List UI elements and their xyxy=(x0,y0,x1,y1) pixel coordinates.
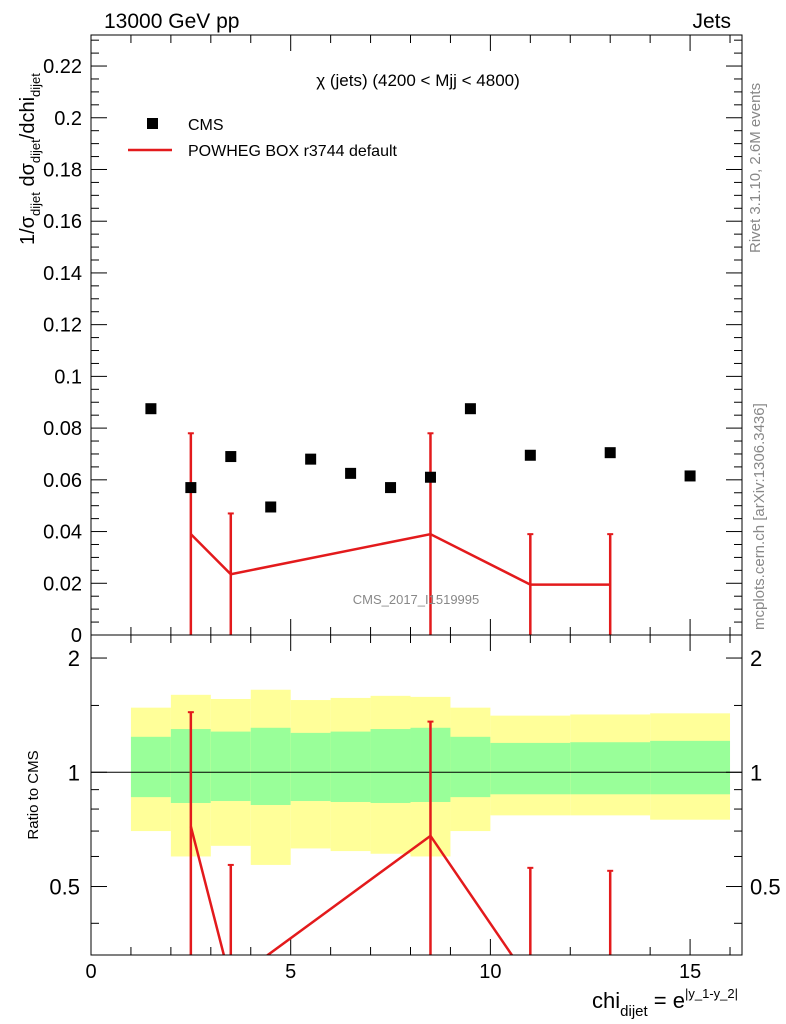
main-y-tick-label: 0.04 xyxy=(43,522,82,544)
x-tick-label: 5 xyxy=(285,961,296,983)
cms-data-point xyxy=(305,453,317,465)
cms-data-point xyxy=(524,449,536,461)
ratio-y-axis-label: Ratio to CMS xyxy=(25,750,42,839)
x-tick-label: 15 xyxy=(679,961,701,983)
main-y-tick-label: 0 xyxy=(71,625,82,647)
main-panel: 0 0.02 0.04 0.06 0.08 0.1 0.12 0.14 0.16 0.18 0.2 0… xyxy=(43,35,742,647)
x-axis-label: chidijet = e|y_1-y_2| xyxy=(592,986,738,1020)
ratio-panel: 0 5 10 15 0.5 0.5 1 1 2 2 xyxy=(49,635,781,983)
cms-data-point xyxy=(424,471,436,483)
ratio-y-tick-label-left: 1 xyxy=(68,760,80,785)
ratio-band-inner xyxy=(570,742,651,795)
main-y-tick-label: 0.18 xyxy=(43,159,82,181)
main-y-tick-label: 0.02 xyxy=(43,573,82,595)
ratio-band-inner xyxy=(290,732,331,802)
ratio-band-inner xyxy=(450,736,491,798)
cms-data-point xyxy=(385,482,397,494)
main-y-tick-label: 0.08 xyxy=(43,418,82,440)
main-y-tick-label: 0.1 xyxy=(54,366,82,388)
ratio-y-tick-label-left: 0.5 xyxy=(49,875,80,900)
cms-data-point xyxy=(225,451,237,463)
main-y-tick-label: 0.2 xyxy=(54,108,82,130)
ratio-band-inner xyxy=(650,740,731,795)
legend-cms-label: CMS xyxy=(188,117,224,134)
ratio-band-inner xyxy=(370,729,411,803)
legend-powheg-label: POWHEG BOX r3744 default xyxy=(188,143,398,160)
cms-data-point xyxy=(684,470,696,482)
main-y-tick-label: 0.22 xyxy=(43,56,82,78)
main-y-axis-label: 1/σdijet dσdijet/dchidijet xyxy=(17,73,43,245)
ratio-band-inner xyxy=(490,742,571,795)
mcplots-label: mcplots.cern.ch [arXiv:1306.3436] xyxy=(751,403,768,630)
cms-data-point xyxy=(145,403,157,415)
main-y-tick-label: 0.14 xyxy=(43,263,82,285)
main-y-tick-label: 0.16 xyxy=(43,211,82,233)
ratio-band-inner xyxy=(130,736,171,798)
ratio-band-inner xyxy=(210,731,251,802)
ratio-y-tick-label-right: 2 xyxy=(750,646,762,671)
series-layer xyxy=(145,403,696,955)
main-y-tick-label: 0.06 xyxy=(43,470,82,492)
ratio-y-tick-label-left: 2 xyxy=(68,646,80,671)
legend-cms-marker xyxy=(147,118,158,129)
cms-data-point xyxy=(345,467,357,479)
cms-data-point xyxy=(265,501,277,513)
header-jets-label: Jets xyxy=(692,10,731,33)
ratio-plot-frame xyxy=(90,634,743,956)
rivet-version-label: Rivet 3.1.10, 2.6M events xyxy=(747,83,764,253)
ratio-band-inner xyxy=(250,727,291,805)
plot-title: χ (jets) (4200 < Mjj < 4800) xyxy=(316,71,520,90)
analysis-watermark: CMS_2017_I1519995 xyxy=(353,592,480,607)
powheg-line xyxy=(189,532,611,586)
x-tick-label: 10 xyxy=(479,961,501,983)
ratio-band-inner xyxy=(330,731,371,802)
main-y-tick-label: 0.12 xyxy=(43,315,82,337)
ratio-y-tick-label-right: 1 xyxy=(750,760,762,785)
header-process-label: 13000 GeV pp xyxy=(104,10,239,33)
cms-data-point xyxy=(604,447,616,459)
x-tick-label: 0 xyxy=(85,961,96,983)
ratio-y-tick-label-right: 0.5 xyxy=(750,875,781,900)
cms-data-point xyxy=(464,403,476,415)
cms-data-point xyxy=(185,482,197,494)
